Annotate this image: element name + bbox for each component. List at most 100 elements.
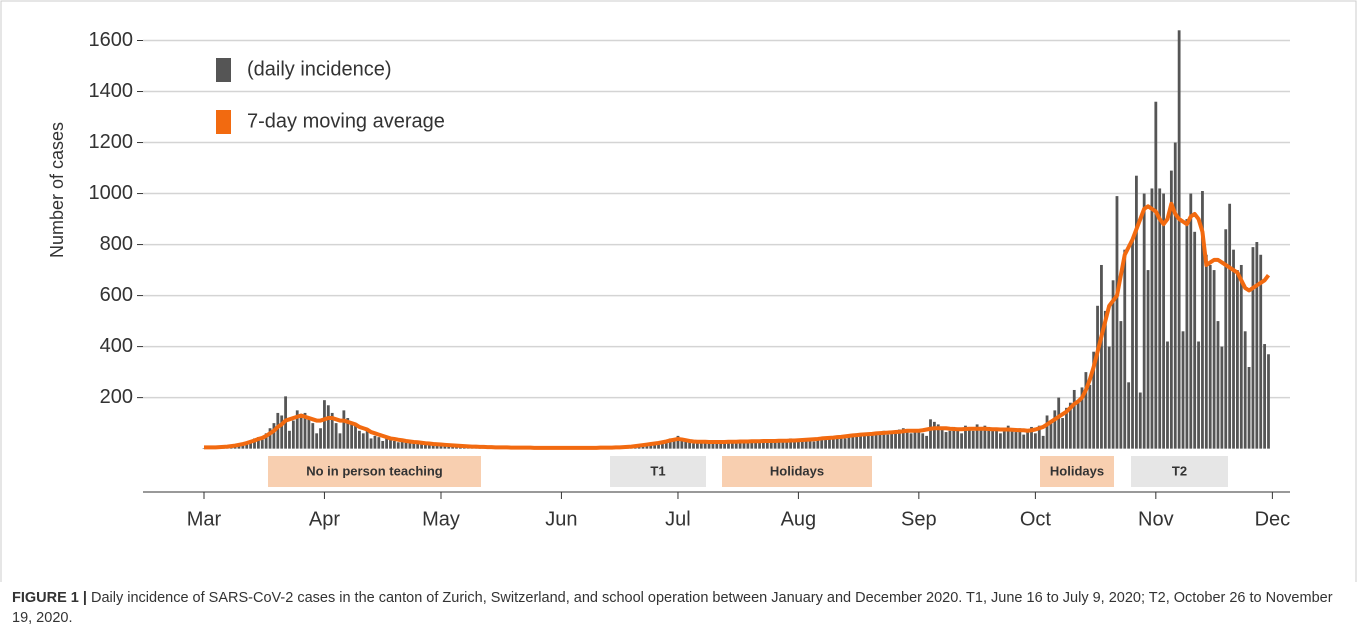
bar <box>1010 429 1014 449</box>
bar <box>1193 231 1197 449</box>
bar <box>1084 372 1088 449</box>
bar <box>1030 426 1033 449</box>
x-tick-label: Jun <box>545 508 577 530</box>
bar <box>738 441 742 449</box>
bar <box>1267 354 1270 449</box>
bar <box>917 430 921 449</box>
bar <box>1053 410 1057 449</box>
period-label: Holidays <box>770 463 824 478</box>
bar <box>645 444 649 449</box>
bar <box>828 438 831 449</box>
bar <box>451 446 455 449</box>
bar <box>1096 305 1099 449</box>
bar <box>641 446 645 449</box>
bar <box>1208 264 1212 449</box>
bar <box>245 442 249 449</box>
bar <box>653 443 657 449</box>
y-tick-label: 200 <box>100 386 133 408</box>
x-tick-label: Oct <box>1020 508 1052 530</box>
bar <box>1072 389 1076 449</box>
bar <box>1131 239 1134 449</box>
bar <box>808 440 812 449</box>
bar <box>249 440 253 449</box>
bar <box>1080 387 1084 449</box>
y-tick-label: 800 <box>100 233 133 255</box>
legend-label: 7-day moving average <box>247 110 445 132</box>
bar <box>967 428 971 449</box>
bar <box>381 440 385 449</box>
bar <box>983 425 987 449</box>
bar <box>894 431 897 449</box>
period-box <box>610 456 706 487</box>
y-tick-label: 1400 <box>89 80 134 102</box>
bar <box>311 423 315 449</box>
bar <box>800 439 804 449</box>
bar <box>272 423 276 449</box>
bar <box>999 433 1002 449</box>
bar <box>276 412 280 449</box>
bar <box>330 412 334 449</box>
bar <box>319 428 322 449</box>
caption-text: Daily incidence of SARS-CoV-2 cases in t… <box>12 590 1333 626</box>
bar <box>1228 203 1232 449</box>
bar <box>373 435 377 449</box>
period-label: No in person teaching <box>306 463 443 478</box>
bar <box>742 440 746 449</box>
bar <box>921 433 925 449</box>
bar <box>727 443 730 449</box>
bar <box>400 439 404 449</box>
y-tick-label: 400 <box>100 335 133 357</box>
bar <box>785 440 789 449</box>
bar <box>979 429 983 449</box>
bar <box>291 420 295 449</box>
bar <box>1181 331 1185 449</box>
bar <box>964 425 967 449</box>
bar <box>843 438 847 449</box>
bar <box>447 446 451 449</box>
period-box <box>1040 456 1114 487</box>
bar <box>1146 270 1150 449</box>
bar <box>863 434 866 449</box>
bar <box>886 434 890 449</box>
bar <box>936 424 940 449</box>
bar <box>975 424 979 449</box>
bar <box>377 437 381 449</box>
bar <box>699 440 703 449</box>
bar <box>932 421 936 449</box>
bar <box>847 436 851 449</box>
y-tick-label: 1000 <box>89 182 134 204</box>
bar <box>1100 264 1103 449</box>
bar <box>960 433 963 449</box>
bar <box>680 438 684 449</box>
bar <box>1224 229 1228 449</box>
bar <box>268 428 272 449</box>
bar <box>1002 430 1006 449</box>
bar <box>719 442 723 449</box>
bar <box>664 440 668 449</box>
bar <box>1127 382 1131 449</box>
bar <box>1169 170 1173 449</box>
bar <box>342 410 346 449</box>
bar <box>369 438 373 449</box>
bar <box>1119 321 1123 449</box>
bar <box>929 419 932 449</box>
bar <box>991 430 995 449</box>
bar <box>723 443 726 449</box>
bar <box>1103 310 1107 449</box>
bar <box>253 438 256 449</box>
bar <box>905 430 909 449</box>
x-tick-label: Apr <box>309 508 340 530</box>
bar <box>1088 384 1092 449</box>
y-axis-title: Number of cases <box>47 122 67 258</box>
bar <box>804 438 808 449</box>
bar <box>684 440 688 449</box>
bar <box>307 418 311 449</box>
bar <box>777 439 781 449</box>
bar <box>1018 428 1022 449</box>
bar <box>1037 425 1041 449</box>
bar <box>288 430 291 449</box>
bar <box>797 440 800 449</box>
bar <box>661 442 664 449</box>
bar <box>1263 344 1267 449</box>
period-label: Holidays <box>1050 463 1104 478</box>
